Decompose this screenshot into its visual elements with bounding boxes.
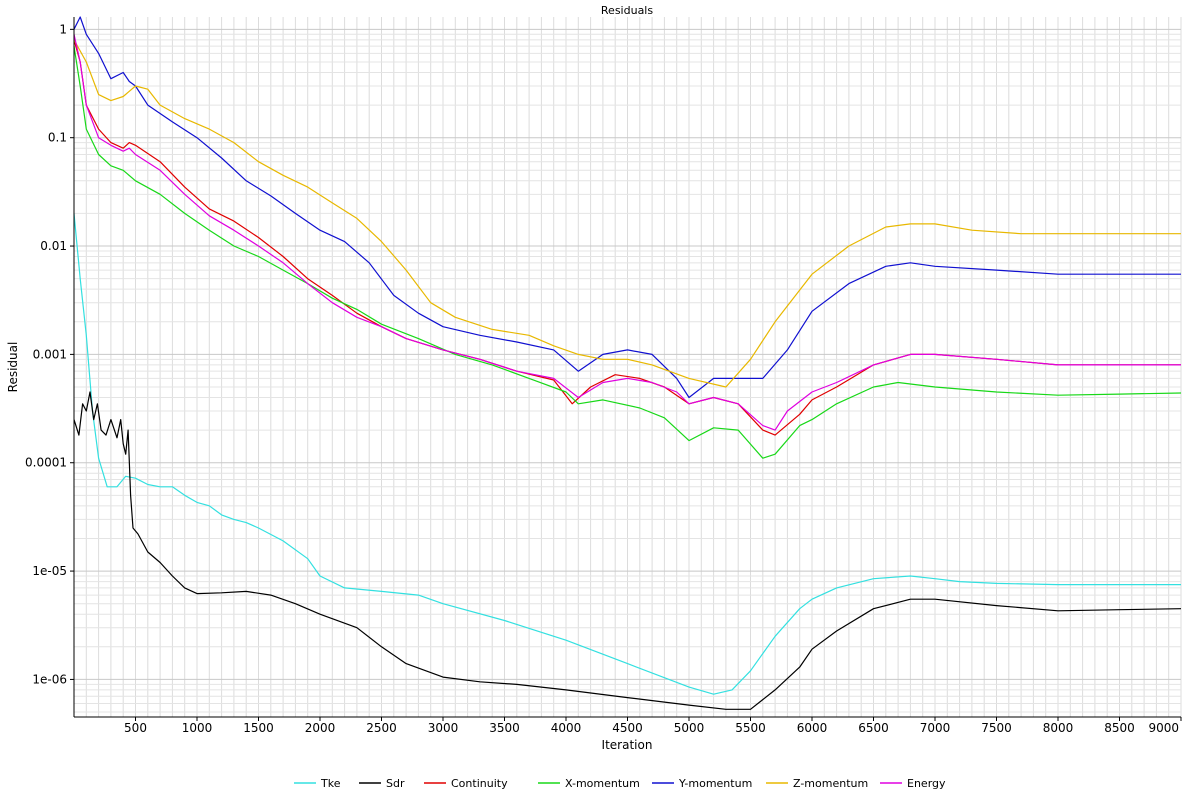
y-tick-label: 0.0001 [25,456,67,470]
x-tick-label: 4500 [612,721,643,735]
x-tick-label: 6500 [858,721,889,735]
series-line-energy [73,34,1181,431]
legend-label-tke: Tke [320,777,341,790]
x-tick-label: 5500 [735,721,766,735]
series-layer [73,16,1182,710]
y-tick-labels: 1 0.1 0.01 0.001 0.0001 1e-05 1e-06 [25,22,74,686]
legend-label-z-momentum: Z-momentum [793,777,868,790]
legend-label-y-momentum: Y-momentum [678,777,752,790]
x-tick-labels: 500 1000 1500 2000 2500 3000 3500 4000 4500 5000 5… [124,717,1182,735]
x-tick-label: 9000 [1148,721,1179,735]
x-tick-label: 2000 [305,721,336,735]
series-line-z-momentum [73,39,1181,388]
series-line-x-momentum [73,46,1182,459]
x-tick-label: 5000 [674,721,705,735]
x-tick-label: 2500 [366,721,397,735]
chart-title: Residuals [601,4,653,17]
x-tick-label: 4000 [551,721,582,735]
legend-label-continuity: Continuity [451,777,508,790]
y-tick-label: 0.1 [48,131,67,145]
x-tick-label: 8500 [1104,721,1135,735]
legend-label-x-momentum: X-momentum [565,777,640,790]
x-tick-label: 6000 [797,721,828,735]
legend-label-energy: Energy [907,777,946,790]
x-tick-label: 7000 [920,721,951,735]
x-tick-label: 1000 [182,721,213,735]
legend-label-sdr: Sdr [386,777,405,790]
x-axis-label: Iteration [602,738,653,752]
x-tick-label: 7500 [981,721,1012,735]
series-line-sdr [73,391,1182,710]
y-tick-label: 1e-05 [32,564,67,578]
x-tick-label: 3000 [428,721,459,735]
x-tick-label: 8000 [1043,721,1074,735]
y-tick-label: 0.01 [40,239,67,253]
x-tick-label: 3500 [489,721,520,735]
legend: Tke Sdr Continuity X-momentum Y-momentum Z-mo… [294,777,946,790]
y-tick-label: 1 [59,22,67,36]
y-tick-label: 1e-06 [32,672,67,686]
y-axis-label: Residual [6,342,20,393]
x-tick-label: 500 [124,721,147,735]
x-tick-label: 1500 [243,721,274,735]
grid [74,17,1182,717]
series-line-tke [73,213,1181,695]
y-tick-label: 0.001 [33,347,67,361]
